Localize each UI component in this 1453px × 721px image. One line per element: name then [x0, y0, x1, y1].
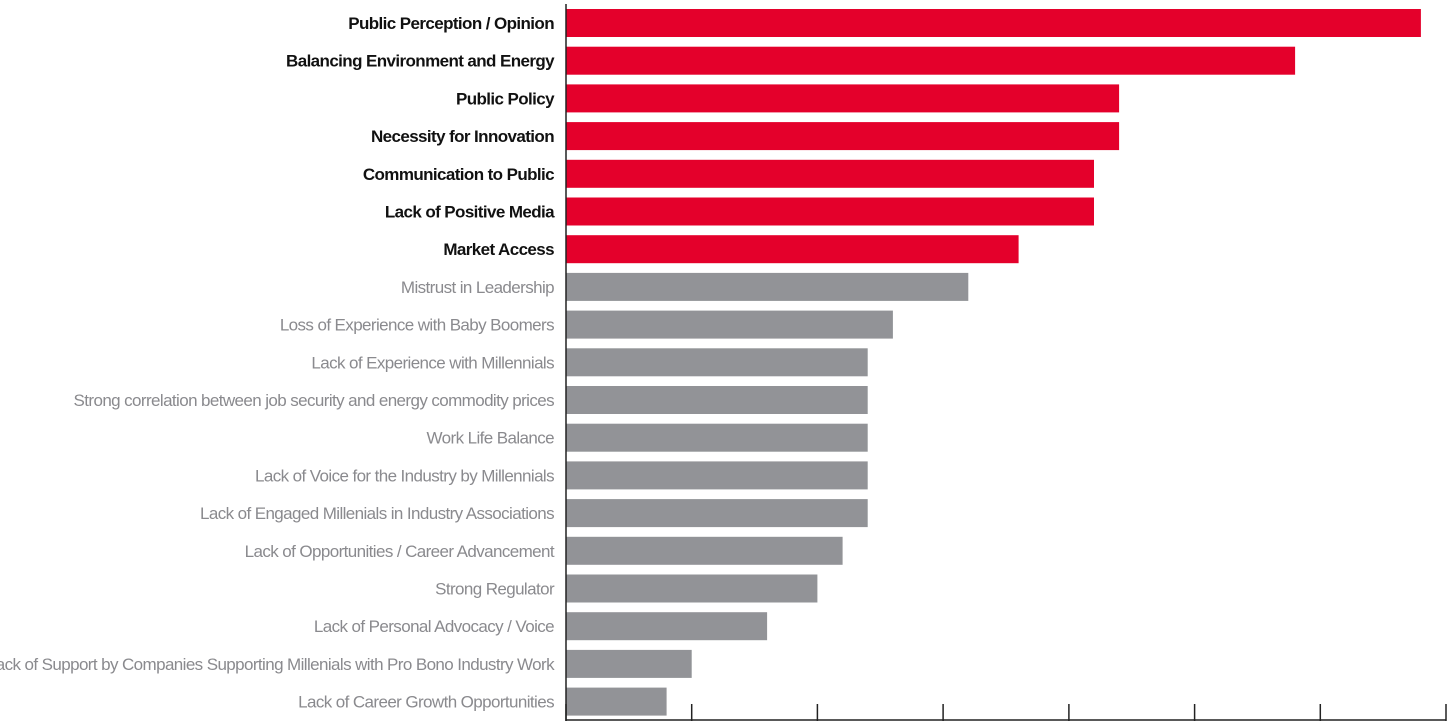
bar-5: [566, 159, 1094, 188]
category-label-15: Lack of Opportunities / Career Advanceme…: [245, 542, 555, 561]
category-label-12: Work Life Balance: [427, 429, 555, 448]
category-label-10: Lack of Experience with Millennials: [311, 353, 554, 372]
bar-4: [566, 122, 1120, 151]
category-label-5: Communication to Public: [363, 165, 554, 184]
bar-8: [566, 272, 969, 301]
category-label-14: Lack of Engaged Millenials in Industry A…: [200, 504, 554, 523]
category-label-1: Public Perception / Opinion: [348, 14, 554, 33]
category-label-16: Strong Regulator: [435, 580, 555, 599]
bar-10: [566, 348, 868, 377]
bar-19: [566, 687, 667, 716]
bar-13: [566, 461, 868, 490]
category-label-4: Necessity for Innovation: [371, 127, 554, 146]
category-labels: Public Perception / Opinion Balancing Env…: [0, 14, 556, 712]
category-label-19: Lack of Career Growth Opportunities: [298, 693, 554, 712]
category-label-6: Lack of Positive Media: [385, 203, 555, 222]
bar-11: [566, 386, 868, 414]
bar-1: [566, 9, 1421, 37]
category-label-2: Balancing Environment and Energy: [286, 52, 555, 71]
bar-3: [566, 84, 1120, 113]
category-label-17: Lack of Personal Advocacy / Voice: [314, 617, 554, 636]
bar-15: [566, 536, 843, 565]
category-label-7: Market Access: [443, 240, 554, 259]
category-label-9: Loss of Experience with Baby Boomers: [280, 316, 554, 335]
bars-layer: [566, 9, 1421, 716]
bar-7: [566, 235, 1019, 264]
bar-2: [566, 46, 1296, 75]
axes: [565, 4, 1447, 721]
category-label-18: Lack of Support by Companies Supporting …: [0, 655, 555, 674]
bar-6: [566, 197, 1094, 226]
bar-18: [566, 649, 692, 678]
category-label-11: Strong correlation between job security …: [74, 391, 555, 410]
bar-14: [566, 499, 868, 528]
bar-9: [566, 310, 893, 339]
bar-12: [566, 423, 868, 452]
category-label-13: Lack of Voice for the Industry by Millen…: [255, 466, 554, 485]
category-label-3: Public Policy: [456, 89, 555, 108]
bar-17: [566, 612, 768, 641]
bar-16: [566, 574, 818, 603]
category-label-8: Mistrust in Leadership: [401, 278, 554, 297]
